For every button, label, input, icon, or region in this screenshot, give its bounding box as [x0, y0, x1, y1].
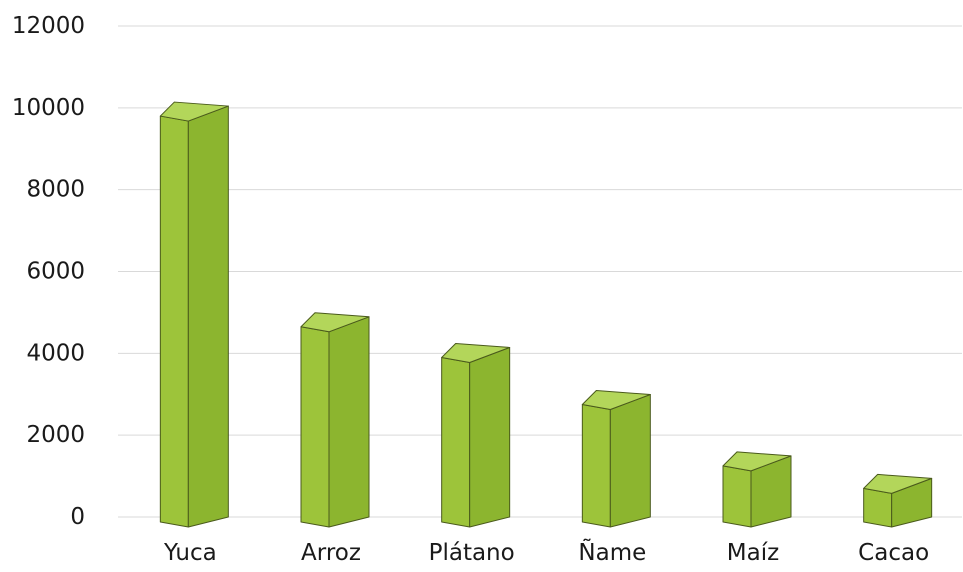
bar-yuca	[159, 101, 229, 528]
x-tick-label: Maíz	[727, 540, 779, 566]
bars	[159, 101, 933, 528]
x-tick-label: Arroz	[301, 540, 361, 566]
bar-front-face	[581, 404, 611, 528]
bar-top-face	[722, 451, 792, 472]
bar-top-face	[441, 342, 511, 363]
x-tick-label: Cacao	[858, 540, 929, 566]
bar-top-face	[159, 101, 229, 122]
bar-arroz	[300, 312, 370, 528]
y-tick-label: 2000	[26, 422, 85, 448]
bar-side-face	[187, 105, 229, 528]
y-tick-label: 6000	[26, 259, 85, 285]
bar-front-face	[441, 356, 471, 528]
y-tick-label: 8000	[26, 177, 85, 203]
y-tick-label: 0	[70, 504, 85, 530]
bar-front-face	[300, 326, 330, 528]
x-axis-tick-labels: Yuca Arroz Plátano Ñame Maíz Cacao	[163, 538, 929, 566]
y-axis-tick-labels: 0 2000 4000 6000 8000 10000 12000	[12, 13, 85, 530]
bar-cacao	[863, 473, 933, 528]
bar-side-face	[328, 316, 370, 528]
bar-front-face	[722, 465, 752, 528]
y-tick-label: 4000	[26, 340, 85, 366]
gridlines	[118, 25, 962, 518]
y-tick-label: 12000	[12, 13, 85, 39]
bar-top-face	[863, 473, 933, 494]
bar-front-face	[863, 487, 893, 528]
bar-side-face	[469, 346, 511, 528]
x-tick-label: Plátano	[429, 540, 515, 566]
y-tick-label: 10000	[12, 95, 85, 121]
bar-ñame	[581, 390, 651, 528]
x-tick-label: Ñame	[578, 538, 646, 566]
bar-maíz	[722, 451, 792, 528]
bar-plátano	[441, 342, 511, 528]
bar-front-face	[159, 115, 189, 528]
bar-top-face	[300, 312, 370, 333]
bar-side-face	[609, 394, 651, 528]
x-tick-label: Yuca	[163, 540, 217, 566]
bar-top-face	[581, 390, 651, 411]
